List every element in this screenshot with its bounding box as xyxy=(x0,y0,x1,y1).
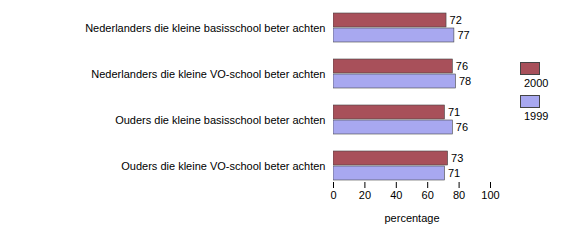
html-text:1999: 1999 xyxy=(524,110,549,122)
html-text:2000: 2000 xyxy=(524,77,549,89)
svg-text:0: 0 xyxy=(330,189,336,201)
svg-text:40: 40 xyxy=(390,189,402,201)
svg-text:Ouders die kleine basisschool: Ouders die kleine basisschool beter acht… xyxy=(115,114,325,126)
svg-text:60: 60 xyxy=(422,189,434,201)
svg-text:80: 80 xyxy=(453,189,465,201)
svg-text:72: 72 xyxy=(450,14,462,26)
svg-text:71: 71 xyxy=(448,106,460,118)
svg-text:Nederlanders die kleine VO-sch: Nederlanders die kleine VO-school beter … xyxy=(91,68,325,80)
svg-text:78: 78 xyxy=(459,75,471,87)
svg-text:76: 76 xyxy=(456,60,468,72)
svg-text:percentage: percentage xyxy=(384,212,439,224)
svg-text:71: 71 xyxy=(448,167,460,179)
svg-text:77: 77 xyxy=(457,29,469,41)
svg-text:Ouders die kleine VO-school be: Ouders die kleine VO-school beter achten xyxy=(121,160,325,172)
svg-text:76: 76 xyxy=(456,121,468,133)
svg-text:20: 20 xyxy=(359,189,371,201)
svg-text:73: 73 xyxy=(451,152,463,164)
svg-text:Nederlanders die kleine basiss: Nederlanders die kleine basisschool bete… xyxy=(85,22,325,34)
svg-text:100: 100 xyxy=(481,189,499,201)
